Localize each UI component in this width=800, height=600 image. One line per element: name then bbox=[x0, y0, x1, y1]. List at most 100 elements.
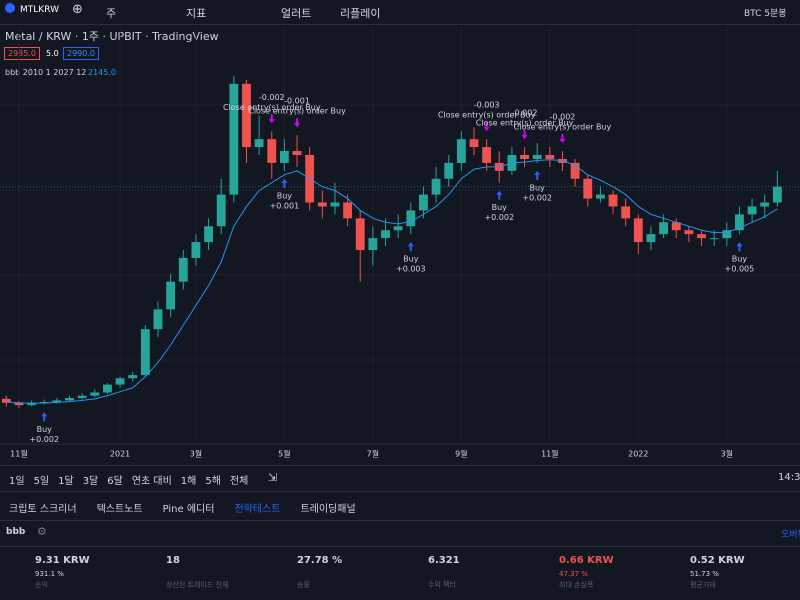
divider bbox=[0, 546, 800, 547]
indicator-value: 2145.0 bbox=[88, 68, 116, 77]
chart: 11월 2021 3월 5월 7월 9월 11월 2022 3월Buy+0.002Buy+0.0… bbox=[0, 24, 800, 459]
symbol[interactable]: MTLKRW bbox=[20, 5, 59, 15]
x-tick-label: 11월 bbox=[541, 449, 559, 459]
add-button[interactable]: ⊕ bbox=[72, 2, 83, 17]
candle-body bbox=[772, 186, 782, 203]
spread: 5.0 bbox=[46, 49, 59, 58]
exit-qty: -0.002 bbox=[512, 109, 538, 118]
tab[interactable]: 전략테스트 bbox=[234, 504, 281, 515]
stat-sub: 47.37 % bbox=[559, 570, 588, 578]
exit-arrow bbox=[483, 122, 490, 132]
divider bbox=[0, 491, 800, 492]
candle-body bbox=[292, 151, 302, 155]
entry-label: Buy bbox=[732, 255, 748, 264]
candle-body bbox=[1, 398, 11, 403]
tab[interactable]: 텍스트노트 bbox=[96, 504, 143, 515]
candle-body bbox=[343, 202, 353, 219]
tab[interactable]: 크립토 스크리너 bbox=[9, 504, 77, 515]
candle-body bbox=[191, 242, 201, 258]
candle-body bbox=[140, 329, 150, 376]
tab[interactable]: 트레이딩패널 bbox=[300, 504, 356, 515]
entry-arrow bbox=[496, 190, 503, 200]
exit-label: Close entry(s) order Buy bbox=[514, 123, 612, 132]
compare[interactable]: BTC 5분봉 bbox=[744, 9, 787, 19]
candle-body bbox=[469, 139, 479, 148]
stat-value: 0.66 KRW bbox=[559, 555, 614, 566]
range-button[interactable]: 전체 bbox=[229, 476, 249, 487]
candle-body bbox=[431, 178, 441, 195]
candle-body bbox=[317, 202, 327, 207]
stat-value: 9.31 KRW bbox=[35, 555, 90, 566]
candle-body bbox=[444, 162, 454, 179]
entry-label: Buy bbox=[277, 191, 293, 200]
entry-arrow bbox=[407, 242, 414, 252]
exit-label: Close entry(s) order Buy bbox=[438, 111, 536, 120]
candle-body bbox=[747, 206, 757, 215]
indicators[interactable]: 지표 bbox=[186, 7, 207, 20]
range-bar bbox=[0, 465, 800, 490]
candle-body bbox=[684, 230, 694, 235]
candle-body bbox=[381, 230, 390, 239]
bid-box: 2985.0 bbox=[4, 47, 40, 60]
stat-label: 순익 bbox=[35, 581, 48, 589]
stat-value: 27.78 % bbox=[297, 555, 343, 566]
candle-body bbox=[570, 162, 580, 179]
range-button[interactable]: 6달 bbox=[107, 476, 123, 487]
range-button[interactable]: 5해 bbox=[205, 476, 221, 487]
exit-arrow bbox=[521, 130, 528, 140]
settings-icon[interactable]: ⚙ bbox=[37, 525, 47, 538]
range-button[interactable]: 1달 bbox=[58, 476, 74, 487]
entry-arrow bbox=[736, 242, 743, 252]
alert[interactable]: 얼러트 bbox=[281, 7, 312, 20]
exit-label: Close entry(s) order Buy bbox=[223, 103, 321, 112]
strategy-name: bbb bbox=[6, 527, 26, 537]
divider bbox=[0, 520, 800, 521]
entry-label: Buy bbox=[37, 425, 53, 434]
x-tick-label: 9월 bbox=[455, 449, 467, 459]
candle-body bbox=[90, 392, 100, 396]
stat-label: 승률 bbox=[297, 581, 310, 589]
candle-body bbox=[242, 83, 251, 148]
candle-body bbox=[545, 155, 555, 159]
stat-value: 6.321 bbox=[428, 555, 460, 566]
entry-qty: +0.002 bbox=[522, 193, 552, 202]
candle-body bbox=[697, 234, 706, 239]
x-tick-label: 2022 bbox=[628, 450, 648, 459]
candle-body bbox=[166, 281, 176, 310]
range-button[interactable]: 연초 대비 bbox=[131, 476, 172, 487]
candle-body bbox=[14, 402, 24, 406]
date-range-icon[interactable]: ⇲ bbox=[268, 471, 278, 484]
range-button[interactable]: 1해 bbox=[180, 476, 197, 487]
candle-body bbox=[520, 155, 529, 159]
exit-arrow bbox=[559, 134, 566, 144]
candle-body bbox=[77, 395, 87, 399]
candle-body bbox=[456, 139, 466, 163]
indicator-label: bbb 2010 1 2027 12 bbox=[5, 68, 87, 77]
candle-body bbox=[254, 139, 264, 148]
exit-qty: -0.003 bbox=[474, 101, 500, 110]
stat-label: 수익 팩터 bbox=[428, 581, 456, 589]
overview-tab[interactable]: 오버뷰 bbox=[781, 530, 800, 540]
range-button[interactable]: 5일 bbox=[33, 476, 50, 487]
exit-qty: -0.002 bbox=[259, 93, 285, 102]
interval[interactable]: 주 bbox=[106, 7, 117, 20]
candle-body bbox=[646, 234, 656, 243]
candle-body bbox=[595, 194, 605, 199]
entry-qty: +0.002 bbox=[29, 435, 59, 444]
range-button[interactable]: 3달 bbox=[82, 476, 99, 487]
x-tick-label: 7월 bbox=[367, 449, 379, 459]
candle-body bbox=[406, 210, 416, 227]
stat-value: 0.52 KRW bbox=[690, 555, 745, 566]
exit-label: Close entry(s) order Buy bbox=[248, 107, 346, 116]
replay[interactable]: 리플레이 bbox=[340, 7, 381, 20]
range-button[interactable]: 1일 bbox=[9, 476, 25, 487]
candle-body bbox=[671, 222, 681, 231]
ask-box: 2990.0 bbox=[63, 47, 99, 60]
x-tick-label: 2021 bbox=[110, 450, 130, 459]
x-tick-label: 11월 bbox=[10, 449, 28, 459]
candle-body bbox=[178, 257, 188, 282]
tab[interactable]: Pine 에디터 bbox=[162, 504, 215, 515]
entry-qty: +0.002 bbox=[484, 213, 514, 222]
candle-body bbox=[393, 226, 403, 231]
